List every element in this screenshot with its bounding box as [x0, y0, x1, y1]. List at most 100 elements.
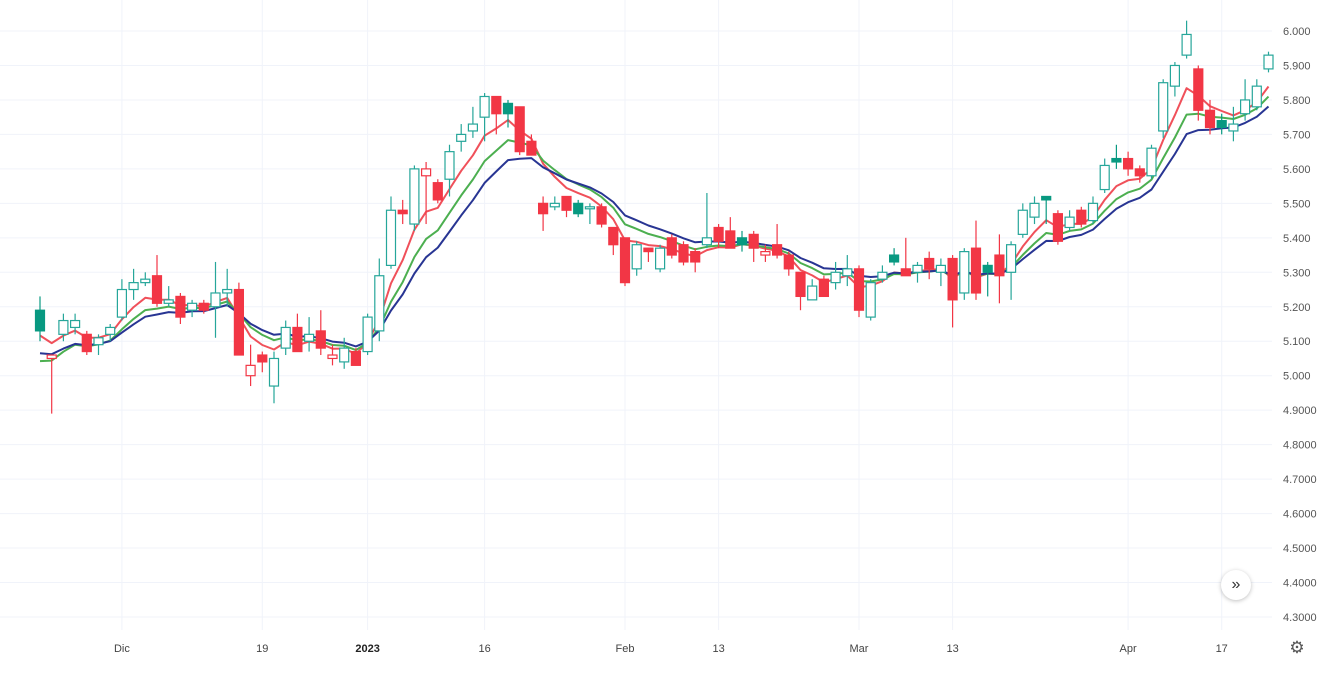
time-tick-label: 16 [478, 643, 490, 655]
moving-averages [39, 85, 1270, 363]
candle-body [678, 244, 689, 263]
candle [222, 268, 233, 307]
price-tick-label: 4.8000 [1283, 440, 1317, 452]
candle-body [760, 251, 771, 256]
price-tick-label: 4.9000 [1283, 405, 1317, 417]
candle-body [491, 95, 502, 115]
candle [1146, 144, 1157, 180]
candle-body [1204, 109, 1216, 129]
candle-body [783, 254, 794, 270]
candle [93, 334, 104, 356]
candle [584, 203, 596, 225]
candle-body [502, 102, 514, 115]
candle [1251, 79, 1262, 111]
candle-body [315, 330, 326, 349]
candle [1017, 203, 1028, 238]
candle [140, 272, 151, 287]
candle [877, 265, 888, 283]
candle-body [93, 337, 104, 346]
candle-body [58, 319, 69, 335]
chart-settings-button[interactable]: ⚙ [1287, 638, 1307, 658]
candle [725, 217, 736, 249]
candle-body [725, 230, 736, 249]
candle [315, 310, 326, 356]
price-tick-label: 4.7000 [1283, 474, 1317, 486]
candle-body [690, 251, 701, 263]
candle-body [198, 302, 209, 311]
candle [1169, 62, 1181, 97]
candles [34, 20, 1274, 414]
candle-body [842, 268, 853, 277]
price-tick-label: 5.600 [1283, 164, 1311, 176]
candle [795, 271, 806, 311]
candle-body [537, 202, 549, 215]
candle-body [1134, 168, 1145, 177]
candle-body [362, 316, 373, 353]
price-tick-label: 6.000 [1283, 26, 1311, 38]
candle-body [467, 123, 478, 132]
price-tick-label: 4.3000 [1283, 612, 1317, 624]
candle [1029, 196, 1040, 225]
candle [105, 323, 116, 342]
candle [327, 344, 338, 366]
candle [596, 203, 607, 228]
candle [1204, 99, 1216, 135]
candle-body [327, 354, 338, 360]
candle-body [350, 350, 361, 366]
candle [573, 199, 584, 218]
candle-body [1239, 99, 1251, 115]
candle-body [1158, 82, 1169, 132]
candle [245, 344, 256, 387]
candle [304, 317, 315, 352]
candle-body [853, 268, 865, 311]
moving-average-line [39, 105, 1270, 356]
price-tick-label: 5.300 [1283, 267, 1311, 279]
candle-body [432, 182, 443, 201]
price-tick-label: 5.800 [1283, 95, 1311, 107]
candle-body [46, 354, 57, 360]
candle [912, 261, 923, 283]
candle-body [935, 264, 947, 273]
candle [1263, 51, 1274, 73]
candle [1099, 158, 1110, 194]
price-axis[interactable]: 6.000 5.900 5.800 5.700 5.600 5.500 5.400 5.300… [1283, 26, 1317, 624]
candle-body [233, 288, 244, 356]
candle [175, 292, 186, 324]
moving-average-line [39, 85, 1270, 356]
candle-body [830, 271, 841, 284]
candle [280, 320, 291, 356]
candle-body [643, 247, 654, 253]
price-tick-label: 5.100 [1283, 336, 1311, 348]
time-axis[interactable]: Dic 19 2023 16 Feb 13 Mar 13 Apr 17 [114, 643, 1228, 655]
candle-body [1263, 54, 1274, 70]
candle [935, 258, 947, 287]
time-tick-label: Apr [1120, 643, 1137, 655]
candle-body [163, 299, 174, 304]
candle [1087, 196, 1099, 225]
candle-body [795, 271, 806, 298]
candle-body [549, 202, 560, 208]
candle-body [1064, 216, 1075, 229]
candle-body [304, 333, 315, 342]
candle [397, 199, 408, 225]
candle [362, 313, 373, 356]
candle [631, 241, 642, 276]
candle-body [807, 285, 818, 301]
candle [643, 247, 654, 262]
candle [198, 299, 209, 314]
candle [187, 299, 198, 318]
time-tick-label: 2023 [355, 643, 379, 655]
candle [760, 244, 771, 262]
candle-body [865, 282, 876, 318]
time-tick-label: Mar [850, 643, 869, 655]
candle [1216, 113, 1227, 135]
candle [58, 313, 69, 342]
grid [0, 0, 1272, 630]
candle [1041, 195, 1052, 225]
candle [339, 337, 350, 369]
candle-body [1005, 244, 1017, 273]
candle [467, 106, 478, 138]
scroll-to-latest-button[interactable]: » [1221, 570, 1251, 600]
candle-body [1193, 68, 1204, 111]
